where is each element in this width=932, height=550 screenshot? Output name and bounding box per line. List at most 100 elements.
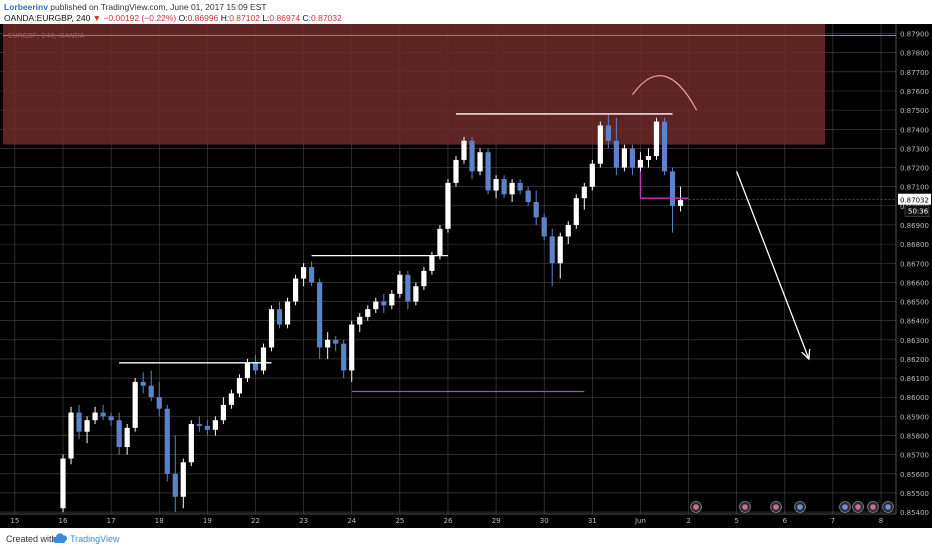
candle-body [653,121,660,157]
candle-body [493,179,499,191]
candle-body [100,412,106,417]
candle-body [405,274,411,302]
candle-body [637,159,644,168]
x-tick-label: 31 [588,517,597,525]
candle-body [244,362,251,379]
event-marker-icon[interactable] [739,501,751,513]
y-tick-label: 0.86000 [900,394,929,402]
y-tick-label: 0.86200 [900,356,929,364]
countdown-label: 50:36 [908,208,929,216]
candle-body [661,121,668,172]
event-marker-icon[interactable] [770,501,782,513]
y-tick-label: 0.86600 [900,279,929,287]
candle-body [645,156,652,160]
candle-body [573,198,579,225]
candle-body [509,182,515,195]
candle-body [669,171,676,206]
candle-body [453,159,459,183]
candle-body [445,182,451,229]
y-tick-label: 0.87200 [900,165,929,173]
y-tick-label: 0.85900 [900,413,929,421]
candle-body [597,125,603,164]
candle-body [317,282,323,348]
event-marker-dot [885,504,891,510]
candle-body [629,148,636,168]
created-with-label: Created with [6,534,57,544]
tradingview-brand-link[interactable]: TradingView [70,534,120,544]
x-tick-label: 29 [492,517,501,525]
candle-body [365,309,371,317]
y-tick-label: 0.87300 [900,145,929,153]
candle-body [613,140,619,168]
x-tick-label: 19 [203,517,212,525]
candle-body [309,267,315,283]
candle-body [333,339,339,344]
candle-body [212,420,218,430]
candle-body [413,286,419,302]
y-tick-label: 0.86100 [900,375,929,383]
candlestick-chart[interactable]: 0.87900 0.87800 0.87700 0.87600 0.87500 0.874… [0,24,932,526]
event-marker-dot [855,504,861,510]
event-marker-icon[interactable] [839,501,851,513]
y-tick-label: 0.85500 [900,490,929,498]
candle-body [621,148,627,168]
x-tick-label: 18 [155,517,164,525]
candle-body [549,236,555,264]
symbol-label: OANDA:EURGBP, 240 [4,13,91,23]
price-badge [898,193,931,205]
y-tick-label: 0.85600 [900,471,929,479]
chart-area[interactable]: 0.87900 0.87800 0.87700 0.87600 0.87500 0.874… [0,24,932,526]
ohlc-legend: OANDA:EURGBP, 240 ▼ −0.00192 (−0.22%) O:… [4,13,342,23]
published-text: published on TradingView.com, June 01, 2… [47,2,267,12]
candle-body [397,274,403,294]
x-tick-label: 8 [879,517,883,525]
y-tick-label: 0.86900 [900,222,929,230]
y-tick-label: 0.86800 [900,241,929,249]
low-label: L: [262,13,270,23]
candle-body [124,427,130,448]
candle-body [525,190,531,203]
event-marker-icon[interactable] [852,501,864,513]
event-marker-icon[interactable] [794,501,806,513]
event-marker-dot [742,504,748,510]
x-tick-label: 7 [831,517,835,525]
event-marker-icon[interactable] [867,501,879,513]
open-value: 0.86996 [187,13,219,23]
y-tick-label: 0.87600 [900,88,929,96]
candle-body [389,293,395,306]
y-tick-label: 0.87800 [900,50,929,58]
event-marker-icon[interactable] [690,501,702,513]
author-link[interactable]: Lorbeerinv [4,2,48,12]
candle-body [349,324,355,371]
candle-body [284,301,291,325]
candle-body [196,424,202,426]
candle-body [116,420,122,448]
open-label: O: [178,13,188,23]
candle-body [188,424,194,463]
footer: Created with TradingView [0,528,932,550]
candle-body [220,404,226,421]
x-tick-label: 16 [59,517,68,525]
close-label: C: [302,13,312,23]
x-tick-label: 25 [395,517,404,525]
chart-watermark: EURGBP, 240, OANDA [8,32,85,40]
tradingview-cloud-icon [53,533,68,543]
candle-body [140,381,146,386]
x-tick-label: 26 [443,517,452,525]
y-tick-label: 0.86300 [900,337,929,345]
event-marker-icon[interactable] [882,501,894,513]
candle-body [477,152,483,172]
y-tick-label: 0.87100 [900,184,929,192]
candle-body [565,224,571,237]
y-tick-label: 0.86400 [900,318,929,326]
y-tick-label: 0.86500 [900,299,929,307]
y-tick-label: 0.87900 [900,31,929,39]
price-badge-label: 0.87032 [900,197,929,205]
candle-body [84,420,90,432]
candle-body [437,228,443,256]
x-tick-label: 2 [686,517,690,525]
candle-body [236,378,243,394]
byline: Lorbeerinv published on TradingView.com,… [4,2,267,12]
candle-body [357,316,363,325]
candle-body [156,397,162,409]
